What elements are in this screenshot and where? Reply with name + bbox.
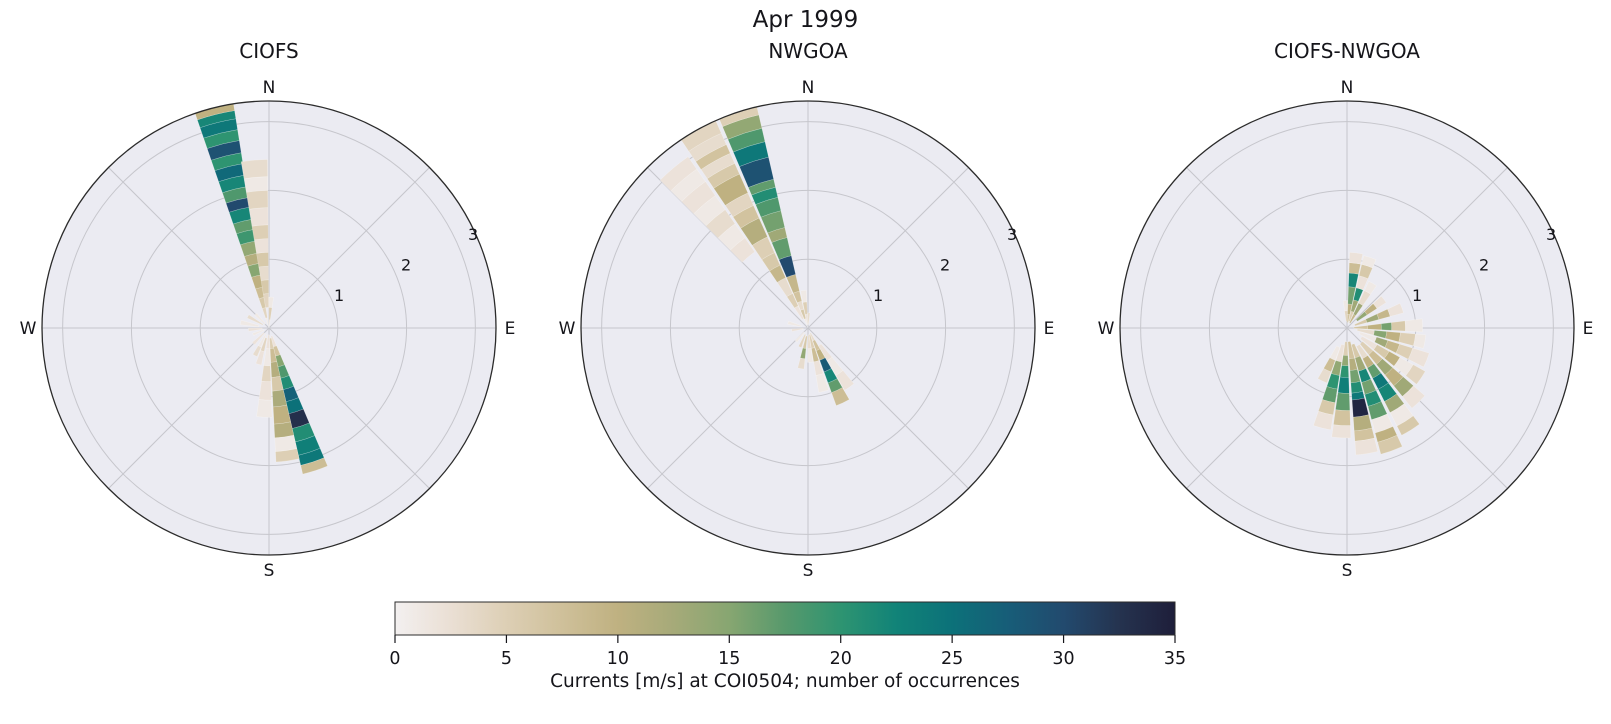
svg-text:E: E xyxy=(1583,319,1594,339)
svg-text:N: N xyxy=(802,78,815,98)
rose-chart-nwgoa: N S E W 1 2 3 xyxy=(559,78,1055,578)
svg-text:35: 35 xyxy=(1164,649,1186,669)
svg-text:2: 2 xyxy=(1479,256,1489,275)
plot-title-ciofs-nwgoa: CIOFS-NWGOA xyxy=(1274,39,1420,63)
svg-text:3: 3 xyxy=(1007,225,1017,244)
svg-text:20: 20 xyxy=(830,649,852,669)
svg-text:25: 25 xyxy=(941,649,963,669)
svg-text:15: 15 xyxy=(718,649,740,669)
svg-text:S: S xyxy=(1342,561,1353,578)
svg-text:2: 2 xyxy=(401,256,411,275)
svg-text:N: N xyxy=(1341,78,1354,98)
svg-text:1: 1 xyxy=(1412,286,1422,305)
rose-chart-ciofs-nwgoa: N S E W 1 2 3 xyxy=(1098,78,1594,578)
plot-title-ciofs: CIOFS xyxy=(239,39,299,63)
svg-text:0: 0 xyxy=(389,649,400,669)
svg-text:W: W xyxy=(1098,319,1115,339)
svg-text:E: E xyxy=(1044,319,1055,339)
svg-text:W: W xyxy=(559,319,576,339)
svg-text:W: W xyxy=(20,319,37,339)
svg-text:E: E xyxy=(505,319,516,339)
plot-title-nwgoa: NWGOA xyxy=(768,39,848,63)
rose-chart-ciofs: N S E W 1 2 3 xyxy=(20,78,516,578)
svg-text:1: 1 xyxy=(334,286,344,305)
colorbar: 0 5 10 15 20 25 30 35 xyxy=(389,601,1186,669)
svg-text:S: S xyxy=(803,561,814,578)
svg-text:10: 10 xyxy=(607,649,629,669)
svg-text:5: 5 xyxy=(501,649,512,669)
colorbar-label: Currents [m/s] at COI0504; number of occ… xyxy=(550,671,1020,692)
svg-text:30: 30 xyxy=(1052,649,1074,669)
svg-text:3: 3 xyxy=(1546,225,1556,244)
svg-text:S: S xyxy=(264,561,275,578)
svg-text:2: 2 xyxy=(940,256,950,275)
svg-text:1: 1 xyxy=(873,286,883,305)
figure-suptitle: Apr 1999 xyxy=(752,7,859,33)
svg-text:3: 3 xyxy=(468,225,478,244)
svg-text:N: N xyxy=(263,78,276,98)
